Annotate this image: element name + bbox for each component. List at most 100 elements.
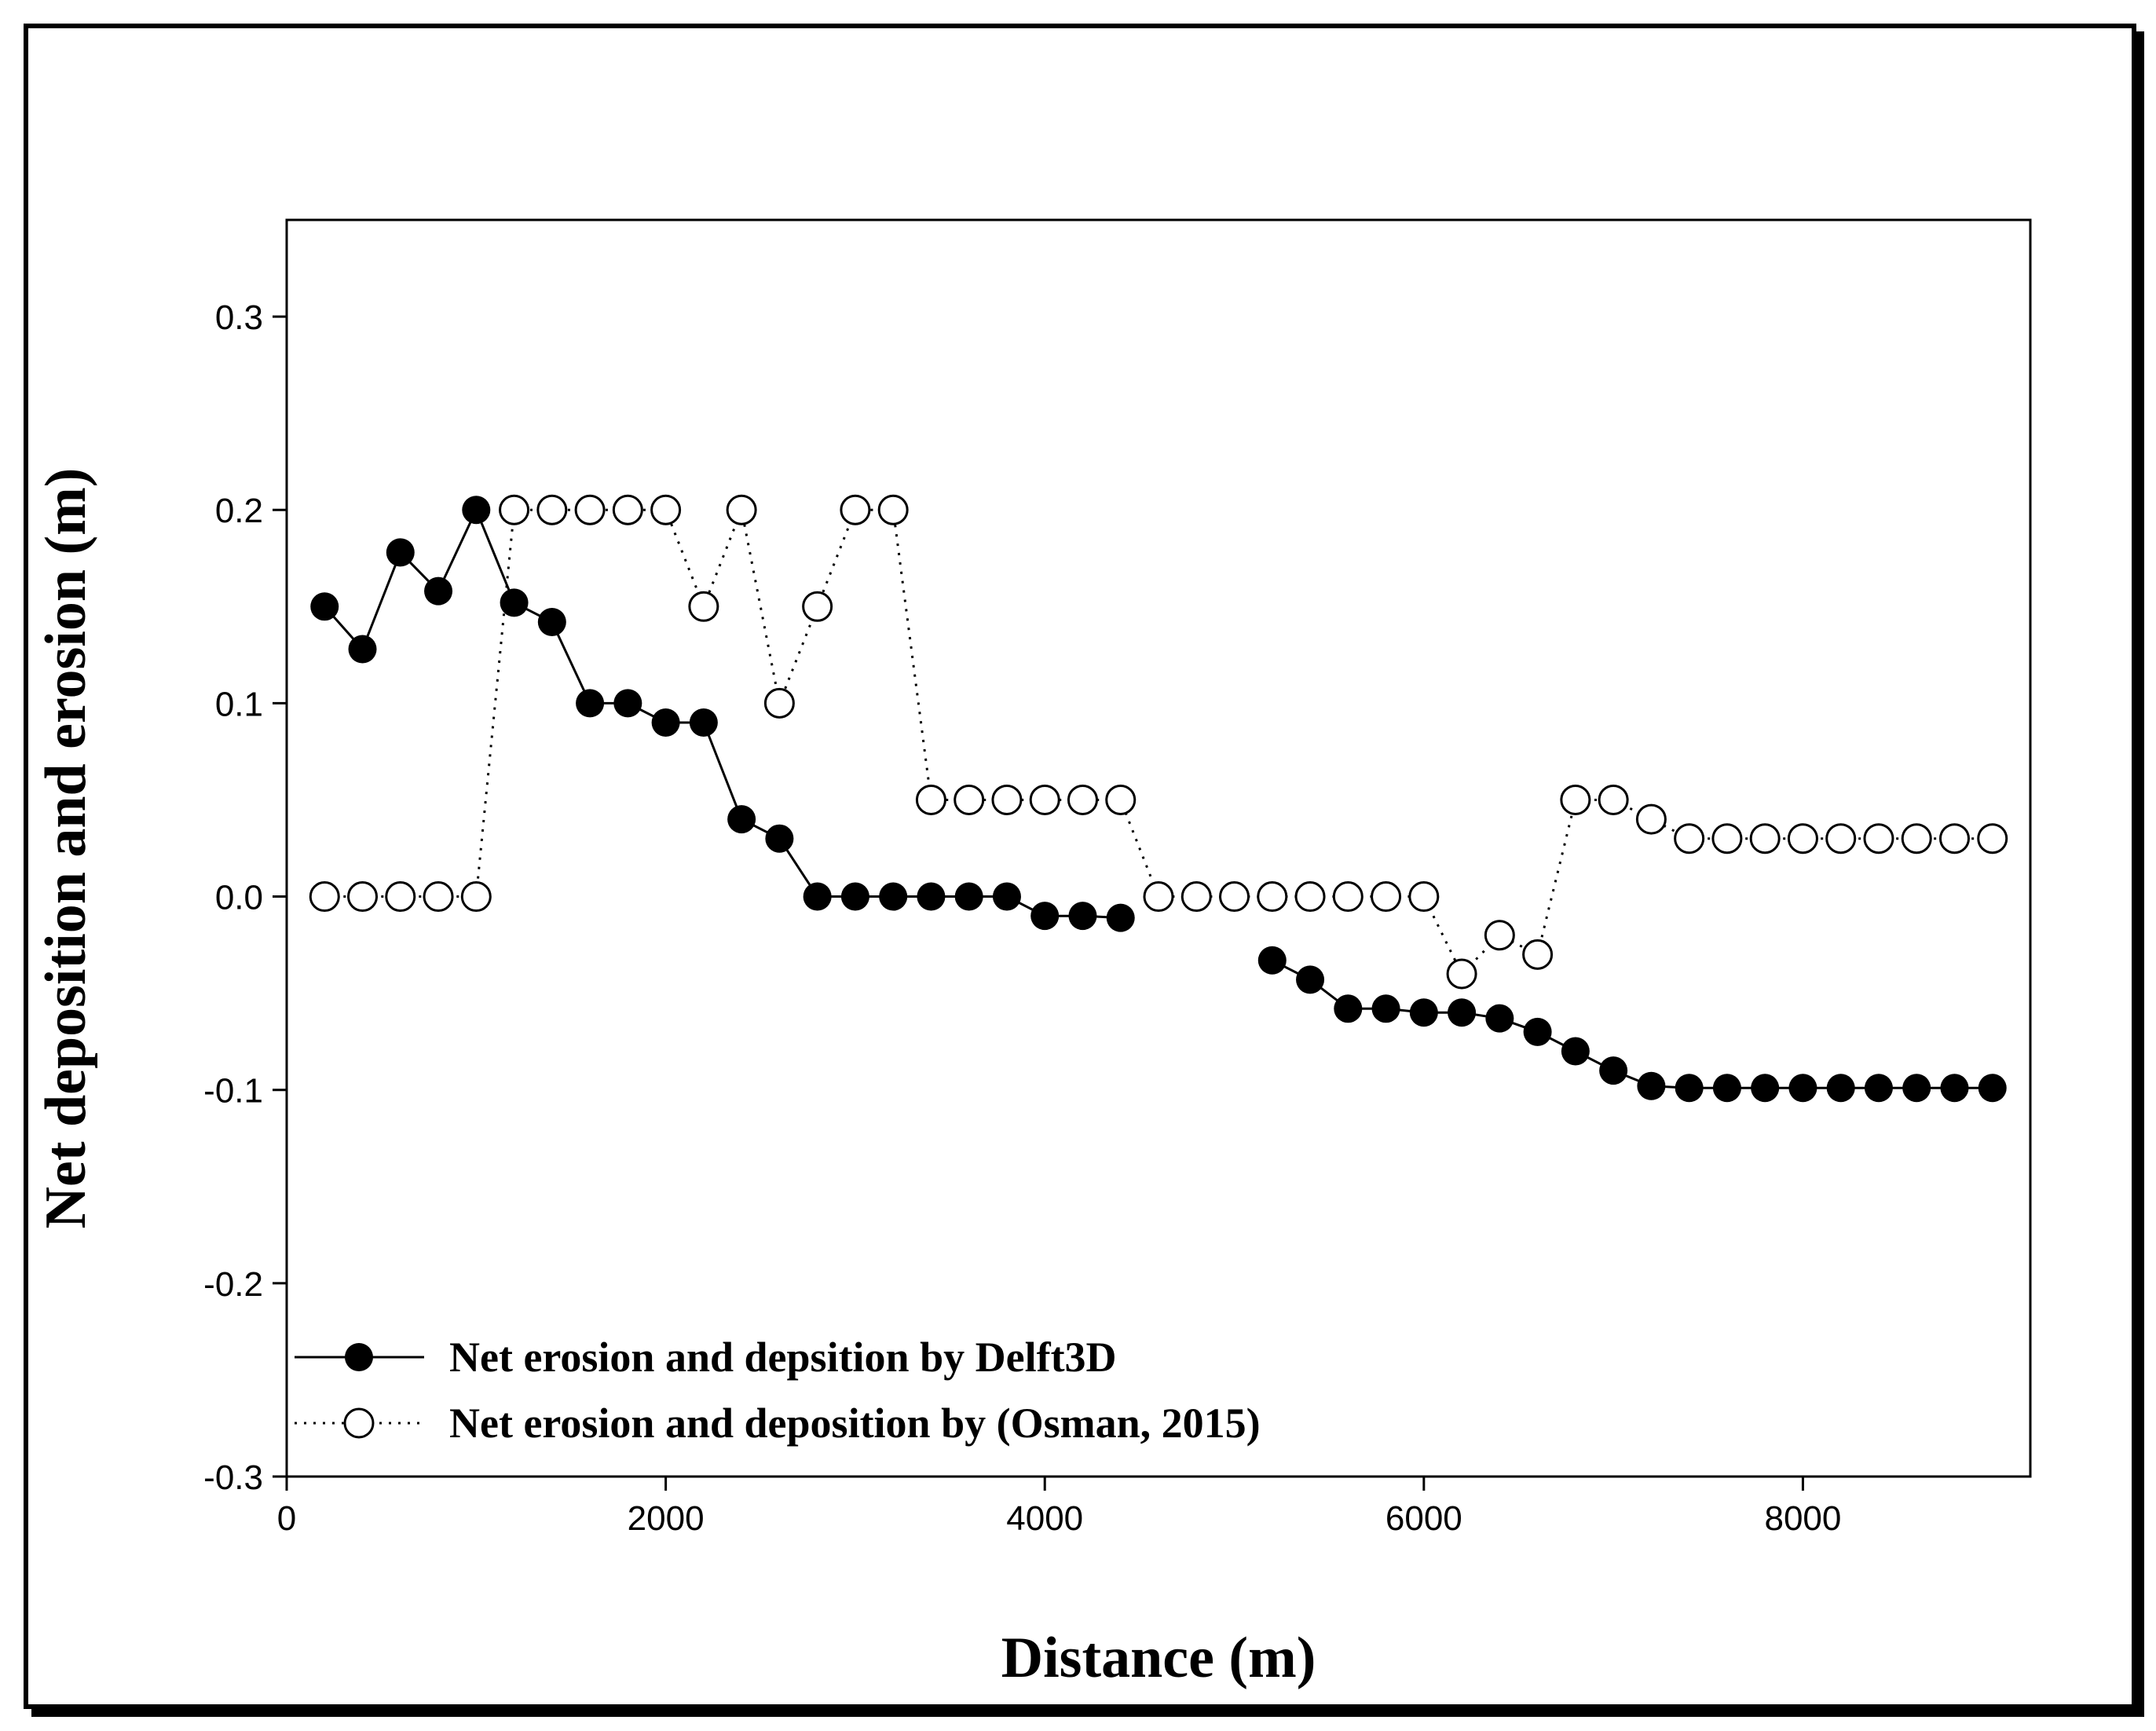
data-point-open: [1219, 881, 1250, 913]
x-axis-title: Distance (m): [1001, 1626, 1316, 1690]
x-tick-label: 8000: [1764, 1499, 1841, 1538]
data-point-open: [1408, 881, 1440, 913]
data-point-filled: [727, 805, 756, 834]
data-point-open: [1674, 823, 1705, 855]
data-point-filled: [1751, 1074, 1780, 1103]
data-point-open: [1180, 881, 1212, 913]
x-tick-label: 2000: [628, 1499, 705, 1538]
data-point-open: [840, 494, 871, 525]
data-point-open: [1143, 881, 1174, 913]
data-point-open: [1105, 784, 1137, 815]
y-tick-label: 0.0: [215, 879, 263, 917]
data-point-filled: [1257, 946, 1287, 975]
data-point-filled: [1371, 994, 1400, 1023]
data-point-filled: [917, 882, 946, 911]
data-point-open: [1067, 784, 1098, 815]
y-tick-label: 0.1: [215, 685, 263, 723]
y-tick-label: -0.1: [203, 1072, 263, 1111]
data-point-open: [954, 784, 985, 815]
data-point-filled: [992, 882, 1021, 911]
data-point-open: [1863, 823, 1894, 855]
data-point-open: [1749, 823, 1781, 855]
data-point-open: [1711, 823, 1743, 855]
data-point-open: [1029, 784, 1060, 815]
data-point-filled: [689, 708, 718, 737]
data-point-filled: [1826, 1074, 1855, 1103]
data-point-open: [1371, 881, 1402, 913]
data-point-filled: [310, 592, 339, 621]
data-point-open: [309, 881, 340, 913]
data-point-open: [1938, 823, 1970, 855]
data-point-open: [877, 494, 909, 525]
data-point-filled: [1561, 1037, 1590, 1066]
data-point-filled: [500, 588, 529, 617]
data-point-open: [650, 494, 682, 525]
data-point-open: [1787, 823, 1818, 855]
data-point-filled: [1334, 994, 1363, 1023]
data-point-filled: [1030, 902, 1060, 931]
data-point-open: [1484, 920, 1515, 951]
y-tick-label: -0.2: [203, 1265, 263, 1304]
data-point-filled: [1712, 1074, 1741, 1103]
data-point-filled: [348, 635, 377, 664]
data-point-filled: [1599, 1056, 1628, 1085]
data-point-open: [1332, 881, 1364, 913]
data-point-filled: [840, 882, 869, 911]
data-point-filled: [386, 538, 415, 567]
data-point-filled: [1296, 965, 1325, 994]
data-point-open: [612, 494, 643, 525]
data-point-open: [1825, 823, 1857, 855]
data-point-open: [1446, 958, 1477, 990]
data-point-open: [460, 881, 492, 913]
data-point-open: [1598, 784, 1629, 815]
data-point-open: [574, 494, 606, 525]
legend-label-delft3d: Net erosion and depsition by Delft3D: [449, 1334, 1117, 1381]
legend-marker-delft3d: [345, 1343, 373, 1371]
data-point-open: [915, 784, 946, 815]
data-point-open: [499, 494, 530, 525]
data-point-open: [1522, 939, 1554, 970]
data-point-open: [1560, 784, 1591, 815]
data-point-open: [1635, 803, 1667, 835]
data-point-filled: [1940, 1074, 1969, 1103]
y-tick-label: 0.2: [215, 492, 263, 530]
data-point-open: [385, 881, 416, 913]
y-axis-title: Net deposition and erosion (m): [34, 468, 98, 1229]
data-point-open: [991, 784, 1023, 815]
data-point-filled: [576, 689, 605, 718]
data-point-open: [536, 494, 568, 525]
x-tick-label: 4000: [1006, 1499, 1083, 1538]
data-point-filled: [1902, 1074, 1931, 1103]
data-point-filled: [1106, 903, 1135, 932]
data-point-filled: [462, 496, 491, 525]
data-point-open: [423, 881, 454, 913]
data-point-filled: [537, 608, 566, 636]
x-tick-label: 0: [277, 1499, 296, 1538]
legend-label-osman: Net erosion and deposition by (Osman, 20…: [449, 1400, 1261, 1447]
data-point-filled: [879, 882, 908, 911]
legend-marker-osman: [343, 1407, 375, 1439]
data-point-open: [347, 881, 379, 913]
data-point-open: [1901, 823, 1932, 855]
data-point-open: [688, 591, 719, 622]
data-point-filled: [424, 576, 453, 606]
legend: Net erosion and depsition by Delft3D Net…: [295, 1334, 1261, 1447]
data-point-filled: [1788, 1074, 1817, 1103]
y-tick-label: -0.3: [203, 1458, 263, 1497]
data-point-filled: [1409, 998, 1438, 1027]
data-point-filled: [1485, 1004, 1514, 1033]
data-point-filled: [651, 708, 680, 737]
plot-area: [285, 218, 2032, 1478]
data-point-open: [726, 494, 757, 525]
data-point-filled: [954, 882, 983, 911]
data-point-filled: [765, 824, 794, 853]
data-point-open: [1257, 881, 1288, 913]
data-point-filled: [1068, 902, 1097, 931]
data-point-open: [763, 687, 795, 719]
data-point-filled: [803, 882, 832, 911]
y-tick-label: 0.3: [215, 298, 263, 337]
data-point-filled: [1864, 1074, 1893, 1103]
data-point-filled: [1448, 998, 1477, 1027]
data-point-filled: [1675, 1074, 1704, 1103]
